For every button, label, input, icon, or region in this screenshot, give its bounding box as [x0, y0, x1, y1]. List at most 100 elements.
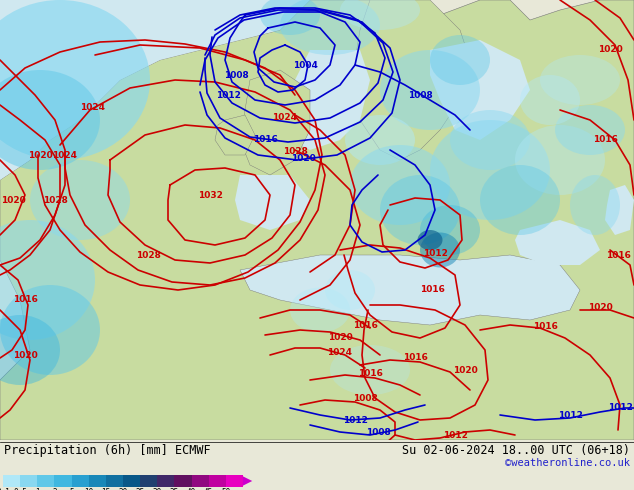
Text: 1008: 1008 — [224, 71, 249, 79]
Ellipse shape — [540, 55, 620, 105]
Text: 45: 45 — [204, 488, 213, 490]
Text: 1016: 1016 — [252, 136, 278, 145]
Ellipse shape — [0, 220, 95, 340]
Text: 1028: 1028 — [42, 196, 67, 204]
Text: Su 02-06-2024 18..00 UTC (06+18): Su 02-06-2024 18..00 UTC (06+18) — [402, 444, 630, 457]
Bar — [191, 475, 209, 487]
Text: 1012: 1012 — [557, 411, 583, 419]
Ellipse shape — [430, 120, 550, 220]
Text: 1004: 1004 — [292, 60, 318, 70]
Text: 1028: 1028 — [283, 147, 307, 156]
Text: 40: 40 — [187, 488, 196, 490]
Text: 1008: 1008 — [353, 393, 377, 402]
Polygon shape — [0, 0, 634, 440]
Text: 1016: 1016 — [358, 368, 382, 377]
Ellipse shape — [290, 288, 350, 333]
Bar — [226, 475, 243, 487]
Text: 1016: 1016 — [605, 250, 630, 260]
Text: 1020: 1020 — [290, 153, 315, 163]
Text: 1016: 1016 — [533, 321, 557, 330]
Text: 1024: 1024 — [53, 150, 77, 160]
Text: 1012: 1012 — [216, 91, 240, 99]
Ellipse shape — [260, 0, 320, 35]
Ellipse shape — [325, 270, 375, 310]
Text: 35: 35 — [170, 488, 179, 490]
Polygon shape — [0, 0, 310, 180]
Text: 1032: 1032 — [198, 191, 223, 199]
Text: Precipitation (6h) [mm] ECMWF: Precipitation (6h) [mm] ECMWF — [4, 444, 210, 457]
Text: 1024: 1024 — [273, 114, 297, 122]
Bar — [157, 475, 174, 487]
Polygon shape — [240, 255, 580, 325]
Text: 1012: 1012 — [607, 403, 633, 413]
Text: 1012: 1012 — [342, 416, 368, 424]
Text: 1020: 1020 — [28, 150, 53, 160]
Text: 1012: 1012 — [443, 431, 467, 440]
Text: 0.5: 0.5 — [13, 488, 27, 490]
Text: 1008: 1008 — [408, 91, 432, 99]
Ellipse shape — [330, 345, 410, 395]
Polygon shape — [215, 115, 255, 155]
Bar — [55, 475, 72, 487]
Polygon shape — [430, 40, 530, 140]
Text: 20: 20 — [119, 488, 127, 490]
Ellipse shape — [570, 175, 620, 235]
Bar — [89, 475, 106, 487]
Bar — [72, 475, 89, 487]
Bar — [3, 475, 20, 487]
Ellipse shape — [0, 315, 60, 385]
Ellipse shape — [345, 115, 415, 165]
Ellipse shape — [280, 0, 380, 55]
Bar — [106, 475, 123, 487]
Text: 1016: 1016 — [353, 320, 377, 329]
Text: 1012: 1012 — [423, 248, 448, 258]
Ellipse shape — [30, 160, 130, 240]
Text: 1016: 1016 — [403, 353, 427, 363]
Bar — [123, 475, 140, 487]
Polygon shape — [285, 50, 370, 150]
Text: 10: 10 — [84, 488, 93, 490]
Ellipse shape — [430, 35, 490, 85]
Text: 15: 15 — [101, 488, 110, 490]
Polygon shape — [235, 175, 310, 230]
Text: 1020: 1020 — [13, 350, 37, 360]
Ellipse shape — [515, 125, 605, 195]
Ellipse shape — [350, 145, 450, 225]
Bar — [20, 475, 37, 487]
Ellipse shape — [0, 0, 150, 160]
Bar — [174, 475, 191, 487]
Ellipse shape — [555, 105, 625, 155]
Text: 1024: 1024 — [81, 102, 105, 112]
Ellipse shape — [380, 50, 480, 130]
Ellipse shape — [420, 232, 460, 268]
Text: ©weatheronline.co.uk: ©weatheronline.co.uk — [505, 458, 630, 468]
Bar — [209, 475, 226, 487]
Text: 1020: 1020 — [598, 46, 623, 54]
Text: 25: 25 — [136, 488, 145, 490]
Text: 1008: 1008 — [366, 427, 391, 437]
Text: 50: 50 — [221, 488, 231, 490]
Bar — [140, 475, 157, 487]
Text: 1020: 1020 — [328, 334, 353, 343]
Ellipse shape — [340, 0, 420, 30]
Ellipse shape — [418, 230, 443, 250]
Text: 1020: 1020 — [1, 196, 25, 204]
Text: 1020: 1020 — [453, 366, 477, 374]
Text: 1020: 1020 — [588, 303, 612, 313]
Polygon shape — [605, 185, 634, 235]
Text: 1028: 1028 — [136, 250, 160, 260]
Ellipse shape — [0, 285, 100, 375]
Text: 1: 1 — [35, 488, 39, 490]
Text: 0.1: 0.1 — [0, 488, 10, 490]
Polygon shape — [515, 220, 600, 265]
Text: 1016: 1016 — [13, 295, 37, 304]
Polygon shape — [240, 70, 310, 175]
Text: 5: 5 — [69, 488, 74, 490]
Text: 1024: 1024 — [328, 347, 353, 357]
Text: 30: 30 — [153, 488, 162, 490]
Text: 1016: 1016 — [593, 136, 618, 145]
Ellipse shape — [450, 110, 530, 170]
Ellipse shape — [420, 205, 480, 255]
Polygon shape — [350, 0, 470, 160]
Ellipse shape — [0, 70, 100, 170]
